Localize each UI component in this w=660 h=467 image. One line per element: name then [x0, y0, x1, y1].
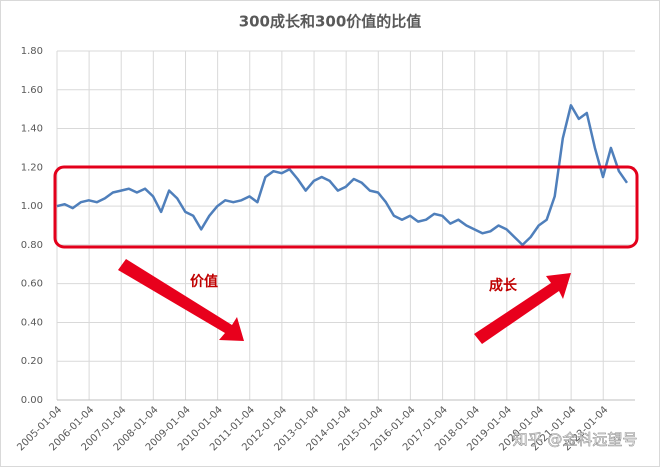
y-tick-label: 0.40	[21, 317, 43, 328]
watermark: 知乎 @金科远望号	[513, 431, 638, 449]
arrow-up	[474, 273, 571, 344]
y-tick-label: 0.60	[21, 279, 43, 290]
y-tick-label: 1.80	[21, 46, 43, 57]
y-tick-label: 0.20	[21, 356, 43, 367]
y-tick-label: 1.60	[21, 85, 43, 96]
y-tick-label: 1.40	[21, 124, 43, 135]
y-tick-label: 0.00	[21, 395, 43, 406]
y-tick-label: 1.00	[21, 201, 43, 212]
highlight-box	[53, 165, 639, 249]
annotation: 价值	[190, 273, 218, 290]
y-tick-label: 1.20	[21, 162, 43, 173]
arrow-down	[118, 259, 244, 341]
y-tick-label: 0.80	[21, 240, 43, 251]
annotation: 成长	[489, 277, 518, 294]
chart-title: 300成长和300价值的比值	[239, 13, 422, 31]
data-line	[56, 104, 629, 247]
